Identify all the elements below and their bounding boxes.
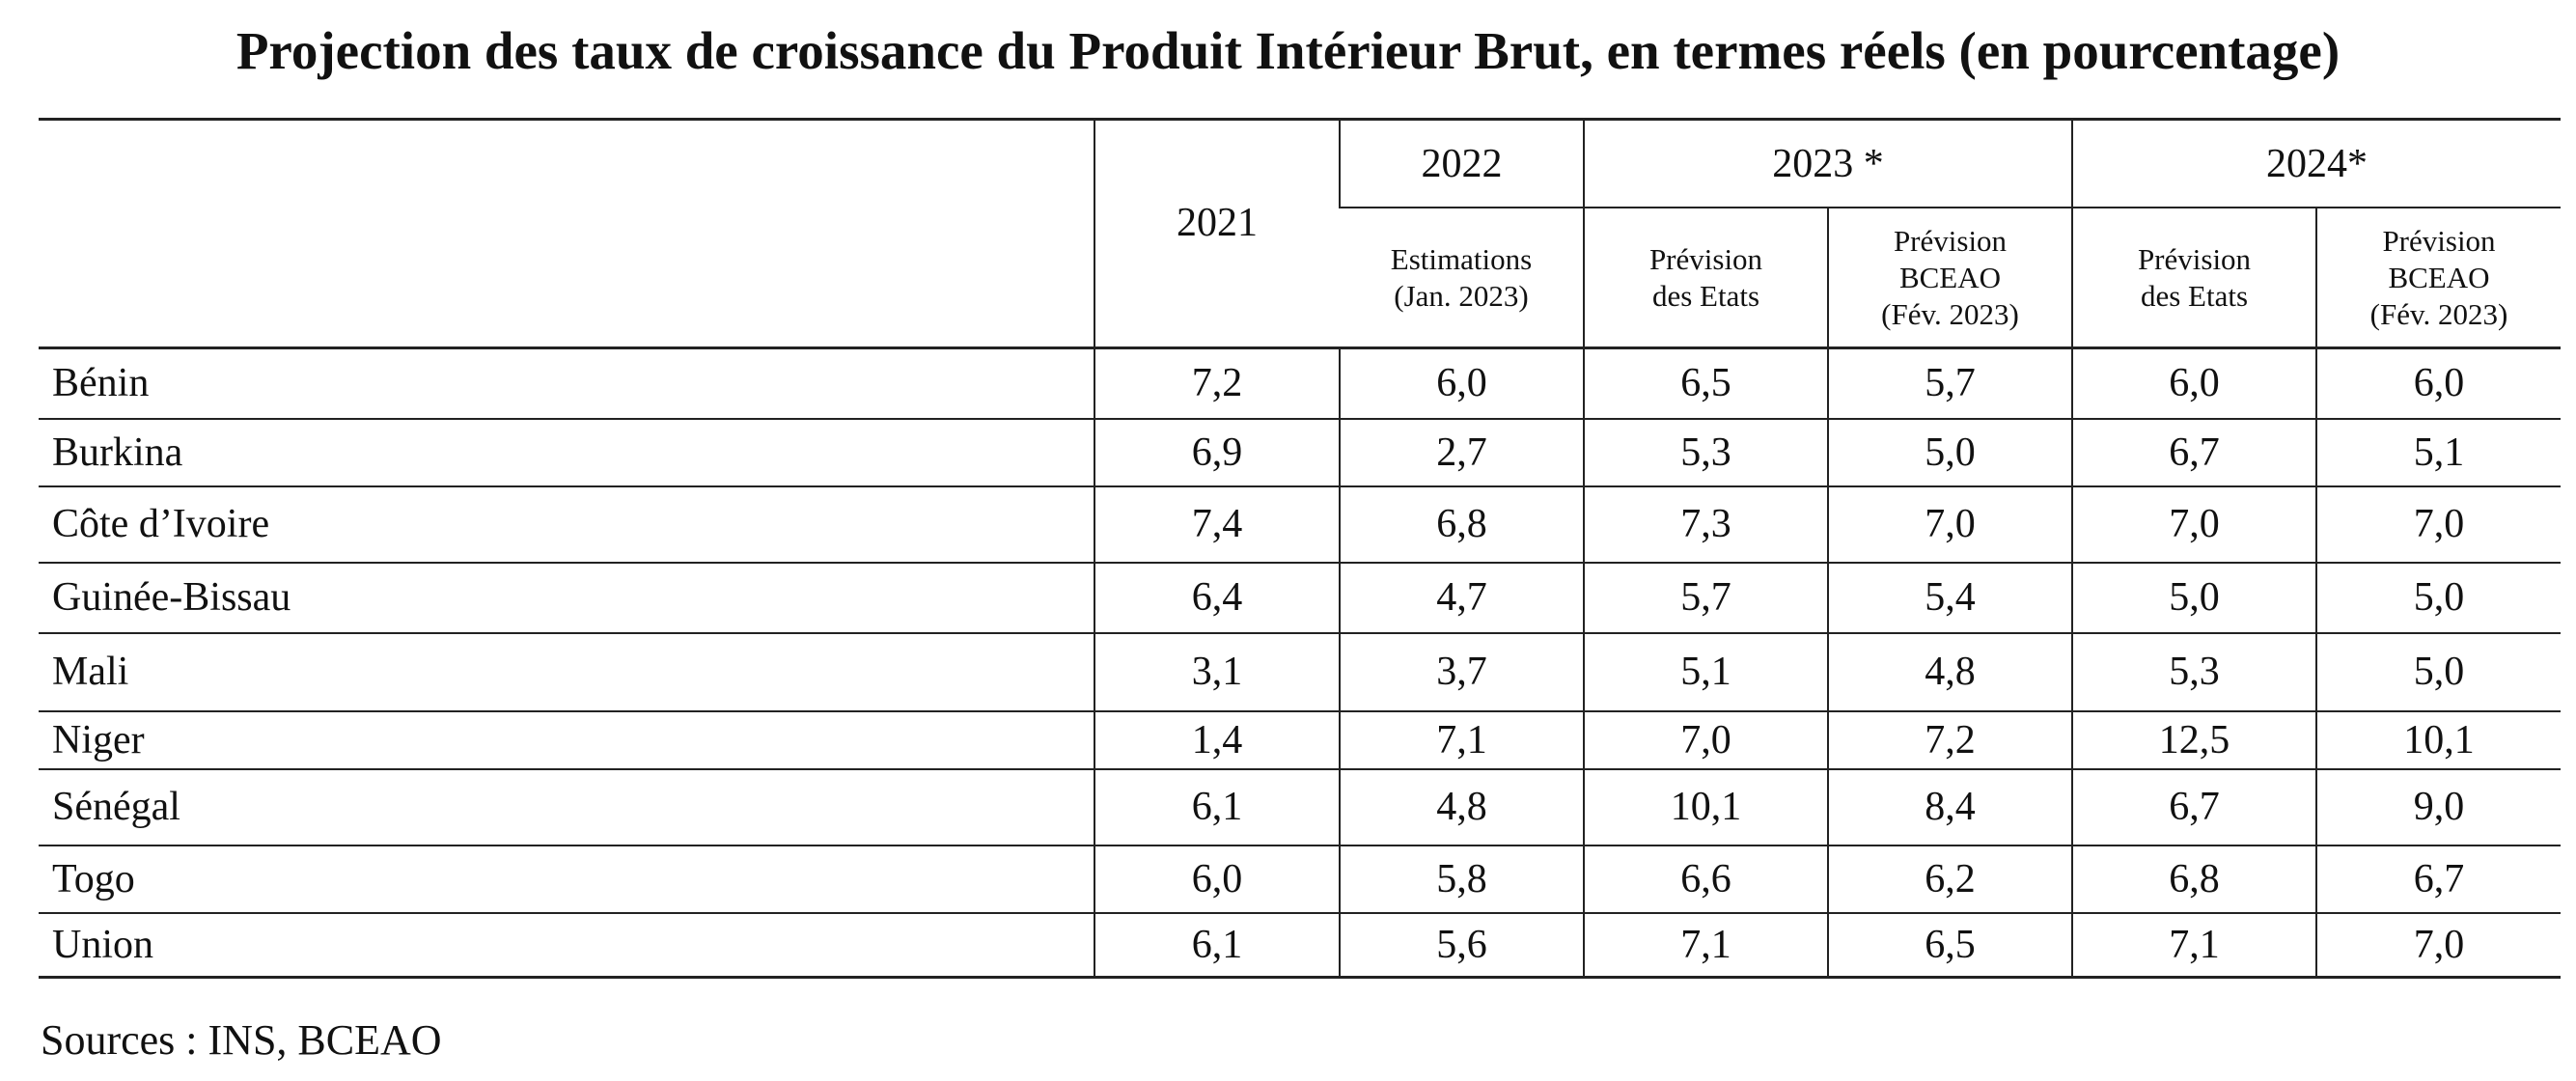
country-cell: Togo <box>39 844 1094 913</box>
value-cell: 6,0 <box>2315 346 2561 419</box>
value-cell: 5,3 <box>2071 631 2316 711</box>
value-cell: 5,7 <box>1583 561 1828 633</box>
gdp-growth-table: 2021 2022 2023 * 2024* Estimations (Jan.… <box>39 118 2561 979</box>
header-row-subheaders: Estimations (Jan. 2023) Prévision des Et… <box>39 208 2561 348</box>
value-cell: 6,2 <box>1827 844 2072 913</box>
value-cell: 7,0 <box>1583 709 1828 769</box>
table-row: Sénégal 6,1 4,8 10,1 8,4 6,7 9,0 <box>39 767 2561 845</box>
value-cell: 6,0 <box>2071 346 2316 419</box>
table-row: Bénin 7,2 6,0 6,5 5,7 6,0 6,0 <box>39 346 2561 419</box>
value-cell: 5,6 <box>1339 911 1584 979</box>
value-cell: 5,0 <box>2315 631 2561 711</box>
subheader-label: Prévision des Etats <box>1648 241 1763 313</box>
country-cell: Mali <box>39 631 1094 711</box>
value-cell: 6,1 <box>1094 911 1340 979</box>
value-cell: 6,7 <box>2071 767 2316 845</box>
value-cell: 6,8 <box>2071 844 2316 913</box>
value-cell: 7,1 <box>1583 911 1828 979</box>
country-cell: Guinée-Bissau <box>39 561 1094 633</box>
table-title: Projection des taux de croissance du Pro… <box>235 21 2341 80</box>
value-cell: 5,8 <box>1339 844 1584 913</box>
value-cell: 5,0 <box>2315 561 2561 633</box>
subheader-2024-bceao: Prévision BCEAO (Fév. 2023) <box>2315 208 2561 348</box>
header-2021: 2021 <box>1094 118 1340 348</box>
value-cell: 6,1 <box>1094 767 1340 845</box>
value-cell: 5,3 <box>1583 417 1828 486</box>
value-cell: 7,3 <box>1583 485 1828 563</box>
table-row: Union 6,1 5,6 7,1 6,5 7,1 7,0 <box>39 911 2561 979</box>
value-cell: 7,0 <box>2315 485 2561 563</box>
country-cell: Côte d’Ivoire <box>39 485 1094 563</box>
country-cell: Sénégal <box>39 767 1094 845</box>
value-cell: 4,7 <box>1339 561 1584 633</box>
value-cell: 6,0 <box>1339 346 1584 419</box>
subheader-label: Prévision BCEAO (Fév. 2023) <box>1881 223 2019 331</box>
subheader-2022-estimations: Estimations (Jan. 2023) <box>1340 208 1584 348</box>
value-cell: 3,7 <box>1339 631 1584 711</box>
value-cell: 7,0 <box>2315 911 2561 979</box>
country-cell: Niger <box>39 709 1094 769</box>
sources-note: Sources : INS, BCEAO <box>41 1016 442 1064</box>
subheader-label: Prévision BCEAO (Fév. 2023) <box>2369 223 2508 331</box>
value-cell: 5,1 <box>2315 417 2561 486</box>
value-cell: 7,2 <box>1827 709 2072 769</box>
value-cell: 10,1 <box>1583 767 1828 845</box>
subheader-label: Prévision des Etats <box>2137 241 2252 313</box>
value-cell: 1,4 <box>1094 709 1340 769</box>
value-cell: 6,5 <box>1827 911 2072 979</box>
header-row-years: 2021 2022 2023 * 2024* <box>39 118 2561 348</box>
table-row: Togo 6,0 5,8 6,6 6,2 6,8 6,7 <box>39 844 2561 913</box>
value-cell: 7,1 <box>1339 709 1584 769</box>
value-cell: 6,0 <box>1094 844 1340 913</box>
value-cell: 5,7 <box>1827 346 2072 419</box>
value-cell: 12,5 <box>2071 709 2316 769</box>
value-cell: 7,1 <box>2071 911 2316 979</box>
country-cell: Bénin <box>39 346 1094 419</box>
value-cell: 7,0 <box>1827 485 2072 563</box>
header-country-cell <box>39 118 1094 348</box>
subheader-2024-etats: Prévision des Etats <box>2071 208 2316 348</box>
table-row: Niger 1,4 7,1 7,0 7,2 12,5 10,1 <box>39 709 2561 769</box>
value-cell: 4,8 <box>1827 631 2072 711</box>
table-row: Guinée-Bissau 6,4 4,7 5,7 5,4 5,0 5,0 <box>39 561 2561 633</box>
value-cell: 6,8 <box>1339 485 1584 563</box>
value-cell: 5,0 <box>2071 561 2316 633</box>
value-cell: 7,4 <box>1094 485 1340 563</box>
header-2024: 2024* <box>2071 118 2561 208</box>
value-cell: 6,7 <box>2315 844 2561 913</box>
value-cell: 2,7 <box>1339 417 1584 486</box>
value-cell: 3,1 <box>1094 631 1340 711</box>
country-cell: Union <box>39 911 1094 979</box>
country-cell: Burkina <box>39 417 1094 486</box>
table-row: Mali 3,1 3,7 5,1 4,8 5,3 5,0 <box>39 631 2561 711</box>
header-2023: 2023 * <box>1583 118 2072 208</box>
value-cell: 6,4 <box>1094 561 1340 633</box>
value-cell: 10,1 <box>2315 709 2561 769</box>
table-row: Burkina 6,9 2,7 5,3 5,0 6,7 5,1 <box>39 417 2561 486</box>
value-cell: 6,7 <box>2071 417 2316 486</box>
subheader-2023-etats: Prévision des Etats <box>1583 208 1828 348</box>
value-cell: 6,5 <box>1583 346 1828 419</box>
subheader-2023-bceao: Prévision BCEAO (Fév. 2023) <box>1827 208 2072 348</box>
value-cell: 5,0 <box>1827 417 2072 486</box>
value-cell: 6,9 <box>1094 417 1340 486</box>
value-cell: 7,0 <box>2071 485 2316 563</box>
subheader-label: Estimations (Jan. 2023) <box>1390 241 1533 313</box>
value-cell: 5,1 <box>1583 631 1828 711</box>
value-cell: 5,4 <box>1827 561 2072 633</box>
value-cell: 8,4 <box>1827 767 2072 845</box>
table-row: Côte d’Ivoire 7,4 6,8 7,3 7,0 7,0 7,0 <box>39 485 2561 563</box>
value-cell: 7,2 <box>1094 346 1340 419</box>
table-body: Bénin 7,2 6,0 6,5 5,7 6,0 6,0 Burkina 6,9 2,7 5,3 5… <box>39 346 2561 979</box>
value-cell: 9,0 <box>2315 767 2561 845</box>
header-2022: 2022 <box>1339 118 1584 208</box>
value-cell: 4,8 <box>1339 767 1584 845</box>
value-cell: 6,6 <box>1583 844 1828 913</box>
